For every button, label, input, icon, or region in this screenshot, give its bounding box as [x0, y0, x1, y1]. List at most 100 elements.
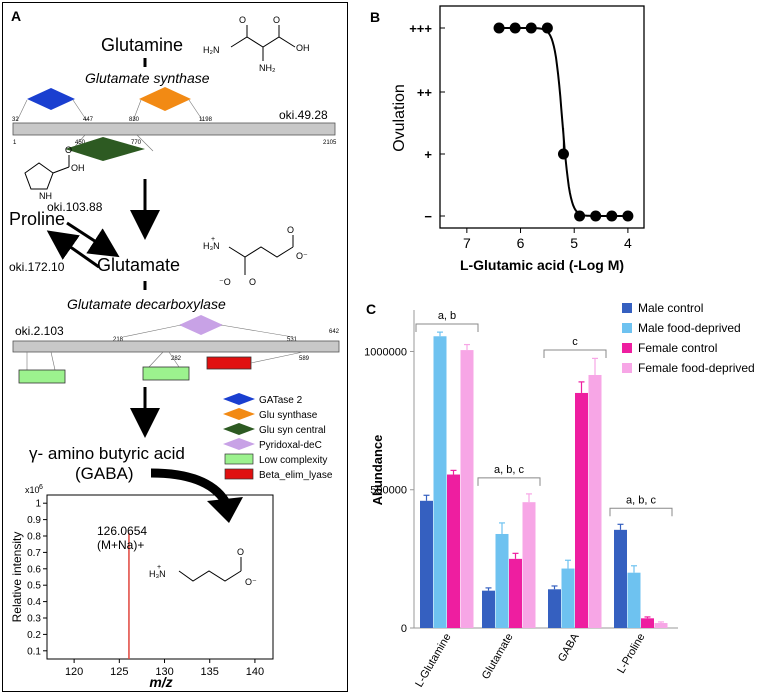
ms-peak-value: 126.0654 [97, 524, 147, 538]
low-complexity-domain-2 [142, 366, 190, 381]
legend-label-1: Glu synthase [259, 410, 318, 421]
sig-bracket-1 [477, 477, 541, 486]
gene2-tick-531: 531 [287, 337, 298, 343]
panel-b-ytick-2: ++ [417, 85, 433, 100]
panel-b-ylabel: Ovulation [391, 84, 408, 152]
legend-swatch-5 [224, 468, 254, 480]
svg-text:OH: OH [71, 163, 85, 173]
c-xlabel-1: Glutamate [480, 632, 516, 682]
c-legend-swatch-2 [622, 343, 632, 353]
bar-3-0 [614, 529, 627, 628]
glutamate-structure-icon: H₃N + O O⁻ ⁻O O [203, 225, 308, 287]
bar-2-3 [588, 374, 602, 628]
glutamate-decarboxylase-label: Glutamate decarboxylase [67, 296, 226, 312]
gaba-label-line2: (GABA) [75, 464, 134, 483]
pyridoxal-dec-domain [179, 315, 223, 335]
bar-3-1 [627, 572, 641, 628]
ovulation-point-1 [509, 22, 521, 34]
ms-xtick-3: 135 [201, 666, 219, 678]
bar-1-0 [482, 590, 495, 628]
legend-swatch-2 [223, 423, 255, 435]
ms-ytick-7: 0.3 [27, 614, 41, 625]
svg-text:O⁻: O⁻ [296, 251, 308, 261]
gaba-label-line1: γ- amino butyric acid [29, 444, 185, 463]
svg-text:+: + [211, 236, 215, 243]
ms-xlabel: m/z [149, 674, 172, 690]
glutamate-label: Glutamate [97, 255, 180, 275]
gene1-tick-2105: 2105 [323, 140, 337, 146]
panel-b: B Ovulation L-Glutamic acid (-Log M) − + +… [352, 0, 652, 290]
ms-ytick-3: 0.7 [27, 548, 41, 559]
svg-text:O: O [239, 15, 246, 25]
svg-text:O: O [273, 15, 280, 25]
gene-proline-forward: oki.103.88 [47, 200, 103, 214]
ms-xtick-2: 130 [155, 666, 173, 678]
bar-2-0 [548, 589, 561, 628]
ms-scale: x10 [25, 485, 40, 495]
panel-b-letter: B [370, 9, 380, 25]
svg-text:NH₂: NH₂ [259, 63, 276, 73]
beta-elim-lyase-domain [206, 356, 252, 370]
bar-1-2 [509, 558, 522, 628]
bar-0-2 [447, 474, 460, 628]
ms-ytick-8: 0.2 [27, 630, 41, 641]
c-ytick-0: 0 [401, 623, 407, 635]
svg-text:H₃N: H₃N [203, 241, 220, 251]
svg-text:O: O [237, 547, 244, 557]
sig-label-2: c [572, 336, 578, 348]
gene1-id: oki.49.28 [279, 108, 328, 122]
gene1-tick-770: 770 [131, 140, 142, 146]
arrow-glutamate-to-proline [46, 230, 100, 269]
panel-b-ytick-3: +++ [409, 21, 432, 36]
c-legend-label-2: Female control [638, 341, 717, 355]
svg-text:O: O [287, 225, 294, 235]
legend-swatch-4 [224, 453, 254, 465]
c-legend-swatch-3 [622, 363, 632, 373]
svg-text:+: + [157, 564, 161, 571]
gatase2-domain [27, 88, 75, 110]
ovulation-point-4 [557, 148, 569, 160]
panel-b-xtick-2: 5 [570, 235, 578, 251]
panel-c-letter: C [366, 301, 376, 317]
curved-arrow [150, 468, 229, 504]
c-legend-label-1: Male food-deprived [638, 321, 741, 335]
bar-2-2 [575, 392, 588, 628]
mass-spectrum: x10 6 1 0.9 0.8 0.7 0.6 0.5 0.4 0.3 0.2 0.1 120 12… [10, 484, 274, 690]
ovulation-point-8 [622, 210, 634, 222]
glu-synthase-domain [139, 87, 191, 111]
c-xlabel-0: L-Glutamine [413, 632, 453, 690]
sig-label-1: a, b, c [494, 464, 524, 476]
glu-syn-central-domain [65, 137, 145, 161]
ovulation-point-5 [574, 210, 586, 222]
dose-response-curve [499, 27, 628, 217]
ms-ytick-2: 0.8 [27, 532, 41, 543]
proline-label: Proline [9, 209, 65, 229]
svg-text:H₃N: H₃N [149, 569, 166, 579]
curved-arrow-head [207, 497, 243, 523]
legend-label-4: Low complexity [259, 455, 327, 466]
panel-a-letter: A [11, 8, 21, 24]
panel-b-xtick-3: 4 [624, 235, 632, 251]
glutamine-structure-icon: O O H₂N OH NH₂ [203, 15, 310, 73]
ms-ylabel: Relative intensity [10, 532, 24, 623]
c-legend-swatch-1 [622, 323, 632, 333]
gene2-end: 642 [329, 329, 340, 335]
bar-0-3 [460, 350, 474, 628]
gene2-tick-282: 282 [171, 356, 182, 362]
svg-text:OH: OH [296, 43, 310, 53]
ms-ytick-1: 0.9 [27, 515, 41, 526]
ms-ytick-0: 1 [35, 499, 41, 510]
panel-b-ytick-0: − [424, 209, 432, 224]
bar-1-3 [522, 502, 536, 628]
sig-bracket-2 [543, 349, 607, 358]
gene1-bar [12, 122, 336, 136]
panel-c-chart: C Abundance 0 500000 1000000 L-Glutamine Gl… [364, 301, 755, 690]
gene2-tick-589: 589 [299, 356, 310, 362]
glutamate-synthase-label: Glutamate synthase [85, 70, 210, 86]
panel-c-ylabel: Abundance [370, 435, 385, 506]
ms-xtick-0: 120 [65, 666, 83, 678]
legend-label-3: Pyridoxal-deC [259, 440, 322, 451]
bar-0-0 [420, 500, 433, 628]
ms-axes-frame [46, 494, 274, 660]
ms-ytick-9: 0.1 [27, 646, 41, 657]
